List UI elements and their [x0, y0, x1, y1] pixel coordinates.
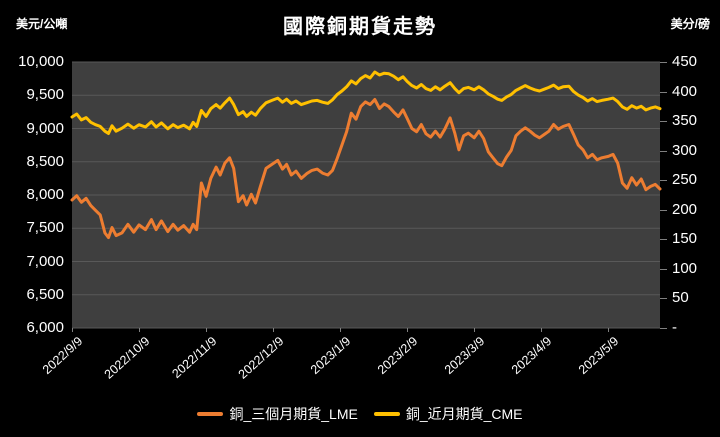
- x-axis-tick-mark: [608, 328, 609, 332]
- legend-label-cme: 銅_近月期貨_CME: [405, 406, 523, 422]
- right-axis-tick-mark: [660, 328, 667, 329]
- right-axis-tick-mark: [660, 209, 667, 211]
- left-axis-unit-label: 美元/公噸: [16, 17, 68, 31]
- right-axis-tick-label: 350: [672, 112, 698, 130]
- legend-item-cme: 銅_近月期貨_CME: [373, 404, 523, 424]
- right-axis-tick-mark: [660, 62, 667, 63]
- cme-line-marker-icon: [373, 412, 400, 416]
- legend-label-lme: 銅_三個月期貨_LME: [229, 406, 358, 422]
- x-axis-tick-label: 2022/9/9: [39, 334, 86, 377]
- right-axis-unit-label: 美分/磅: [670, 17, 710, 31]
- x-axis-tick-label: 2023/4/9: [508, 334, 555, 377]
- right-axis-tick-label: 250: [672, 171, 698, 189]
- chart-legend: 銅_三個月期貨_LME 銅_近月期貨_CME: [0, 404, 720, 424]
- x-axis-tick-mark: [206, 328, 207, 332]
- x-axis-tick-mark: [139, 328, 140, 332]
- x-axis-tick-label: 2022/11/9: [169, 334, 220, 381]
- lme-line-marker-icon: [197, 412, 224, 416]
- x-axis-tick-label: 2023/5/9: [575, 334, 622, 377]
- right-axis-tick-mark: [660, 121, 667, 123]
- x-axis-tick-mark: [273, 328, 274, 332]
- line-chart-canvas: [70, 61, 662, 329]
- right-axis-tick-mark: [660, 268, 667, 270]
- x-axis-tick-mark: [407, 328, 408, 332]
- x-axis-tick-label: 2023/1/9: [307, 334, 354, 377]
- x-axis-tick-mark: [541, 328, 542, 332]
- right-axis-tick-label: -: [672, 319, 677, 336]
- x-axis-tick-mark: [340, 328, 341, 332]
- right-axis-tick-label: 400: [672, 82, 698, 100]
- right-axis-tick-label: 200: [672, 200, 698, 218]
- chart-title: 國際銅期貨走勢: [283, 16, 437, 38]
- right-axis-tick-label: 450: [672, 53, 698, 70]
- right-axis-tick-mark: [660, 180, 667, 182]
- right-axis-tick-mark: [660, 239, 667, 241]
- right-axis-tick-mark: [660, 91, 667, 93]
- right-axis-tick-label: 50: [672, 289, 689, 307]
- right-axis-tick-mark: [660, 150, 667, 152]
- series-line-cme: [70, 70, 662, 135]
- left-axis-tick-label: 7,500: [26, 219, 64, 237]
- x-axis-tick-mark: [474, 328, 475, 332]
- x-axis-tick-label: 2023/2/9: [374, 334, 421, 377]
- x-axis-tick-label: 2022/12/9: [235, 334, 287, 382]
- right-axis-tick-label: 150: [672, 230, 698, 248]
- right-axis-tick-label: 100: [672, 259, 698, 277]
- legend-item-lme: 銅_三個月期貨_LME: [197, 404, 358, 424]
- left-axis-tick-label: 9,500: [26, 86, 64, 104]
- right-axis-tick-mark: [660, 298, 667, 300]
- left-axis-tick-label: 9,000: [26, 119, 64, 137]
- left-axis-tick-label: 8,500: [26, 152, 64, 170]
- x-axis-tick-label: 2023/3/9: [441, 334, 488, 377]
- left-axis-tick-label: 6,000: [26, 319, 64, 336]
- series-line-lme: [70, 98, 662, 240]
- left-axis-tick-label: 7,000: [26, 252, 64, 270]
- x-axis-tick-mark: [72, 328, 73, 332]
- left-axis-tick-label: 6,500: [26, 285, 64, 303]
- left-axis-tick-label: 8,000: [26, 186, 64, 203]
- x-axis-tick-label: 2022/10/9: [101, 334, 153, 382]
- right-axis-tick-label: 300: [672, 141, 698, 159]
- plot-area: [70, 61, 662, 329]
- left-axis-tick-label: 10,000: [18, 53, 64, 70]
